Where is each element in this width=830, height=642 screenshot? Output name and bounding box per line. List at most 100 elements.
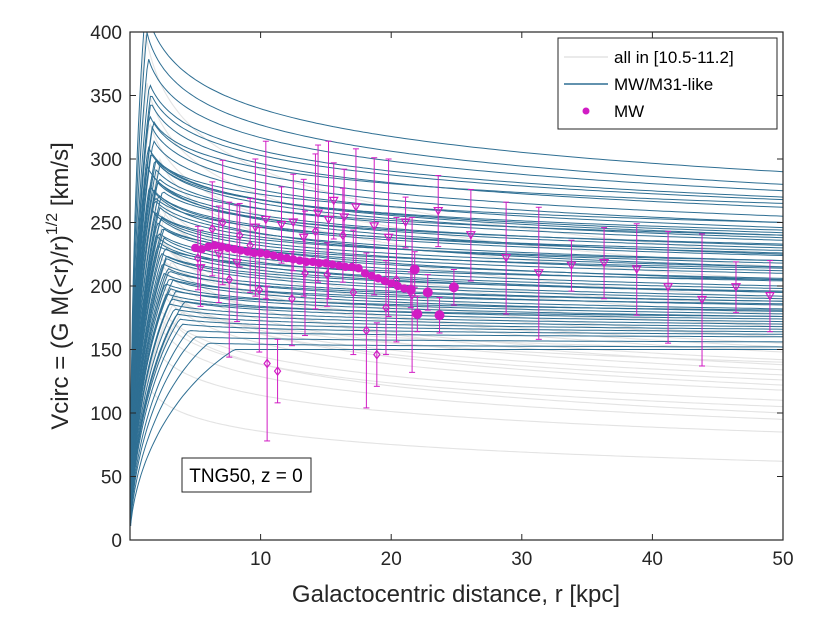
mwm31-curve-37 [130,313,783,515]
mw-circle-16 [295,256,304,265]
mw-diamond-6 [255,284,264,295]
mw-triangle-22 [631,265,642,275]
mwm31-curve-4 [130,104,783,463]
mw-circle-8 [243,247,252,256]
mw-circle-38 [448,282,459,293]
mwm31-curve-62 [130,208,783,484]
mwm31-curve-58 [130,300,783,516]
y-tick-label-7: 350 [90,87,122,108]
mw-triangle-5 [276,220,287,230]
x-tick-label-1: 20 [381,549,402,570]
mw-circle-27 [367,271,376,281]
y-tick-label-6: 300 [90,150,122,171]
mw-circle-6 [230,244,239,254]
all-curve-6 [130,293,783,506]
legend: all in [10.5-11.2] MW/M31-like MW [557,37,778,130]
mw-diamond-11 [311,226,320,237]
y-tick-label-0: 0 [111,531,122,552]
mw-circle-37 [434,310,445,321]
legend-swatch-mw [582,107,590,115]
mw-triangle-21 [599,259,610,268]
mw-triangle-0 [195,264,206,273]
all-curve-4 [130,310,783,505]
mw-circle-2 [204,242,213,251]
all-curve-5 [130,299,783,500]
mw-circle-12 [269,251,278,260]
y-tick-label-1: 50 [101,468,122,489]
mw-diamond-17 [382,302,390,313]
mw-triangle-18 [501,253,512,263]
mwm31-curve-2 [130,59,783,448]
mw-circle-23 [341,262,350,272]
mwm31-curve-14 [130,195,783,489]
mwm31-curve-3 [130,84,783,457]
y-axis-title-exponent: 1/2 [44,213,61,235]
mwm31-curve-19 [130,222,783,492]
mw-diamond-14 [349,287,358,298]
mw-diamond-10 [301,268,309,279]
mw-diamond-15 [362,325,371,336]
mw-diamond-12 [323,269,331,280]
mwm31-curve-26 [130,258,783,504]
legend-label-mwm31: MW/M31-like [614,75,713,94]
mw-circle-11 [262,250,272,259]
mw-circle-4 [217,242,226,251]
y-tick-label-3: 150 [90,341,122,362]
mw-triangle-19 [533,269,544,279]
mw-triangle-23 [663,283,674,292]
mw-triangle-1 [213,250,224,259]
mw-circle-20 [321,258,331,268]
mw-circle-29 [380,276,389,286]
mw-circle-34 [409,264,420,275]
x-tick-label-2: 30 [511,549,532,570]
mw-circle-1 [197,244,207,254]
mwm31-curve-38 [130,318,783,516]
mw-triangle-6 [288,218,299,228]
mw-circle-35 [412,308,423,319]
y-tick-label-5: 250 [90,214,122,235]
mw-circle-14 [282,253,291,263]
all-curve-1 [130,348,783,511]
mwm31-curve-60 [130,163,783,466]
mwm31-curve-59 [130,145,783,465]
mwm31-curve-40 [130,330,783,519]
mw-circle-0 [191,243,200,253]
annotation-text: TNG50, z = 0 [189,466,303,487]
mwm31-curve-53 [130,95,783,461]
mw-circle-24 [347,262,357,272]
mwm31-curve-15 [130,200,783,486]
mw-diamond-0 [194,253,202,264]
mwm31-curve-7 [130,140,783,474]
x-tick-label-0: 10 [250,549,271,570]
mwm31-curve-23 [130,242,783,497]
mw-circle-5 [223,243,233,253]
mwm31-curve-55 [130,191,783,492]
all-curve-24 [130,298,783,513]
annotation-box [181,457,312,493]
mw-circle-36 [422,287,433,298]
mw-diamond-9 [288,293,296,304]
mw-circle-21 [328,260,337,269]
mwm31-curve-54 [130,164,783,486]
mwm31-curve-36 [130,308,783,513]
mw-diamond-13 [339,230,347,241]
all-curve-18 [130,157,783,485]
mw-circle-18 [308,257,318,267]
mw-triangle-13 [369,222,380,232]
y-tick-label-8: 400 [90,23,122,44]
mwm31-curves-group [130,32,783,527]
mw-circle-17 [302,257,311,267]
mw-triangle-8 [313,209,324,219]
mw-diamond-1 [208,223,217,234]
mw-triangle-24 [696,295,708,305]
mw-diamond-7 [263,358,271,369]
axis-ticks: 10 20 30 40 50 0 50 100 150 200 250 300 350 400 [90,23,793,570]
mwm31-curve-39 [130,323,783,517]
mw-circle-30 [387,279,396,288]
mw-diamond-8 [273,366,282,377]
mwm31-curve-51 [130,271,783,507]
mw-triangle-14 [383,233,394,243]
mwm31-curve-52 [130,120,783,471]
y-axis-title-unit: [km/s] [47,142,74,213]
mwm31-curve-31 [130,283,783,506]
